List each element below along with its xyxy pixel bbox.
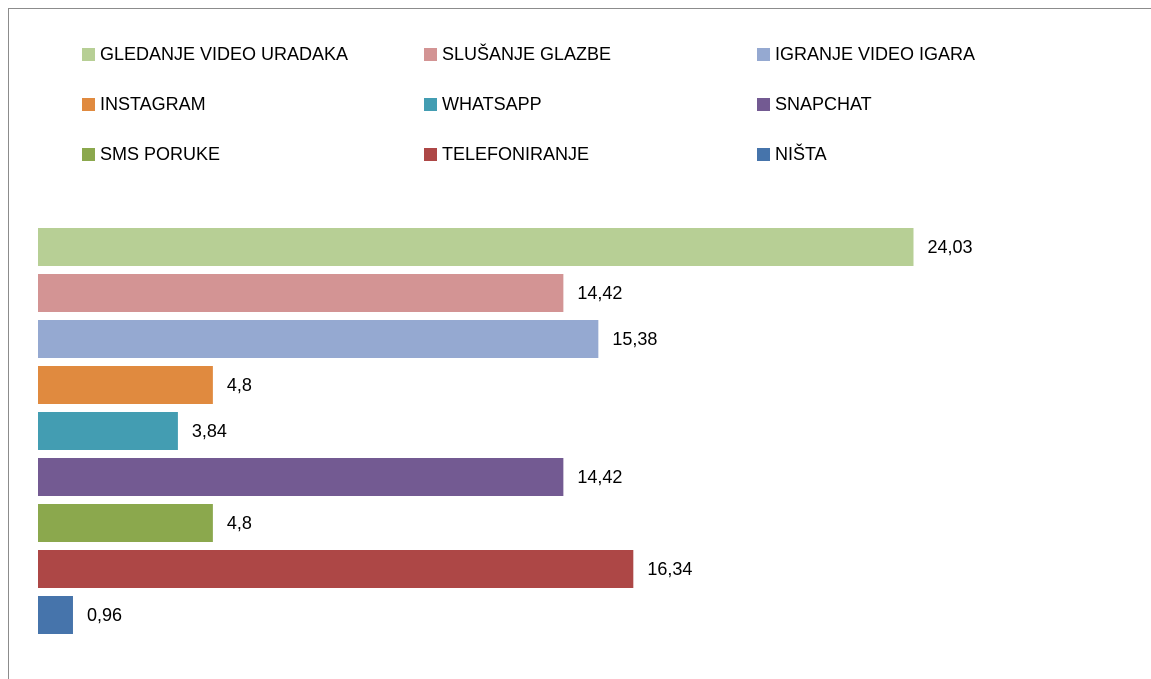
legend-swatch [757,98,770,111]
legend-label: SLUŠANJE GLAZBE [442,43,611,64]
legend-swatch [757,48,770,61]
legend-swatch [424,148,437,161]
data-label: 16,34 [647,559,692,579]
legend-swatch [82,48,95,61]
data-label: 0,96 [87,605,122,625]
legend-swatch [424,48,437,61]
legend-label: SMS PORUKE [100,144,220,164]
data-label: 14,42 [577,467,622,487]
data-label: 14,42 [577,283,622,303]
legend-label: IGRANJE VIDEO IGARA [775,44,975,64]
bar [38,412,178,450]
legend-label: WHATSAPP [442,94,542,114]
legend-label: INSTAGRAM [100,94,206,114]
data-label: 24,03 [927,237,972,257]
legend-swatch [424,98,437,111]
data-label: 3,84 [192,421,227,441]
legend-swatch [82,148,95,161]
legend-label: SNAPCHAT [775,94,872,114]
bar [38,550,634,588]
legend-swatch [82,98,95,111]
bar [38,504,213,542]
bar [38,228,914,266]
bar [38,320,599,358]
legend-label: NIŠTA [775,143,827,164]
data-label: 15,38 [612,329,657,349]
data-label: 4,8 [227,513,252,533]
legend-swatch [757,148,770,161]
bar [38,596,73,634]
bar [38,366,213,404]
legend-label: GLEDANJE VIDEO URADAKA [100,44,348,64]
data-label: 4,8 [227,375,252,395]
legend-label: TELEFONIRANJE [442,144,589,164]
bar [38,274,564,312]
bar [38,458,564,496]
